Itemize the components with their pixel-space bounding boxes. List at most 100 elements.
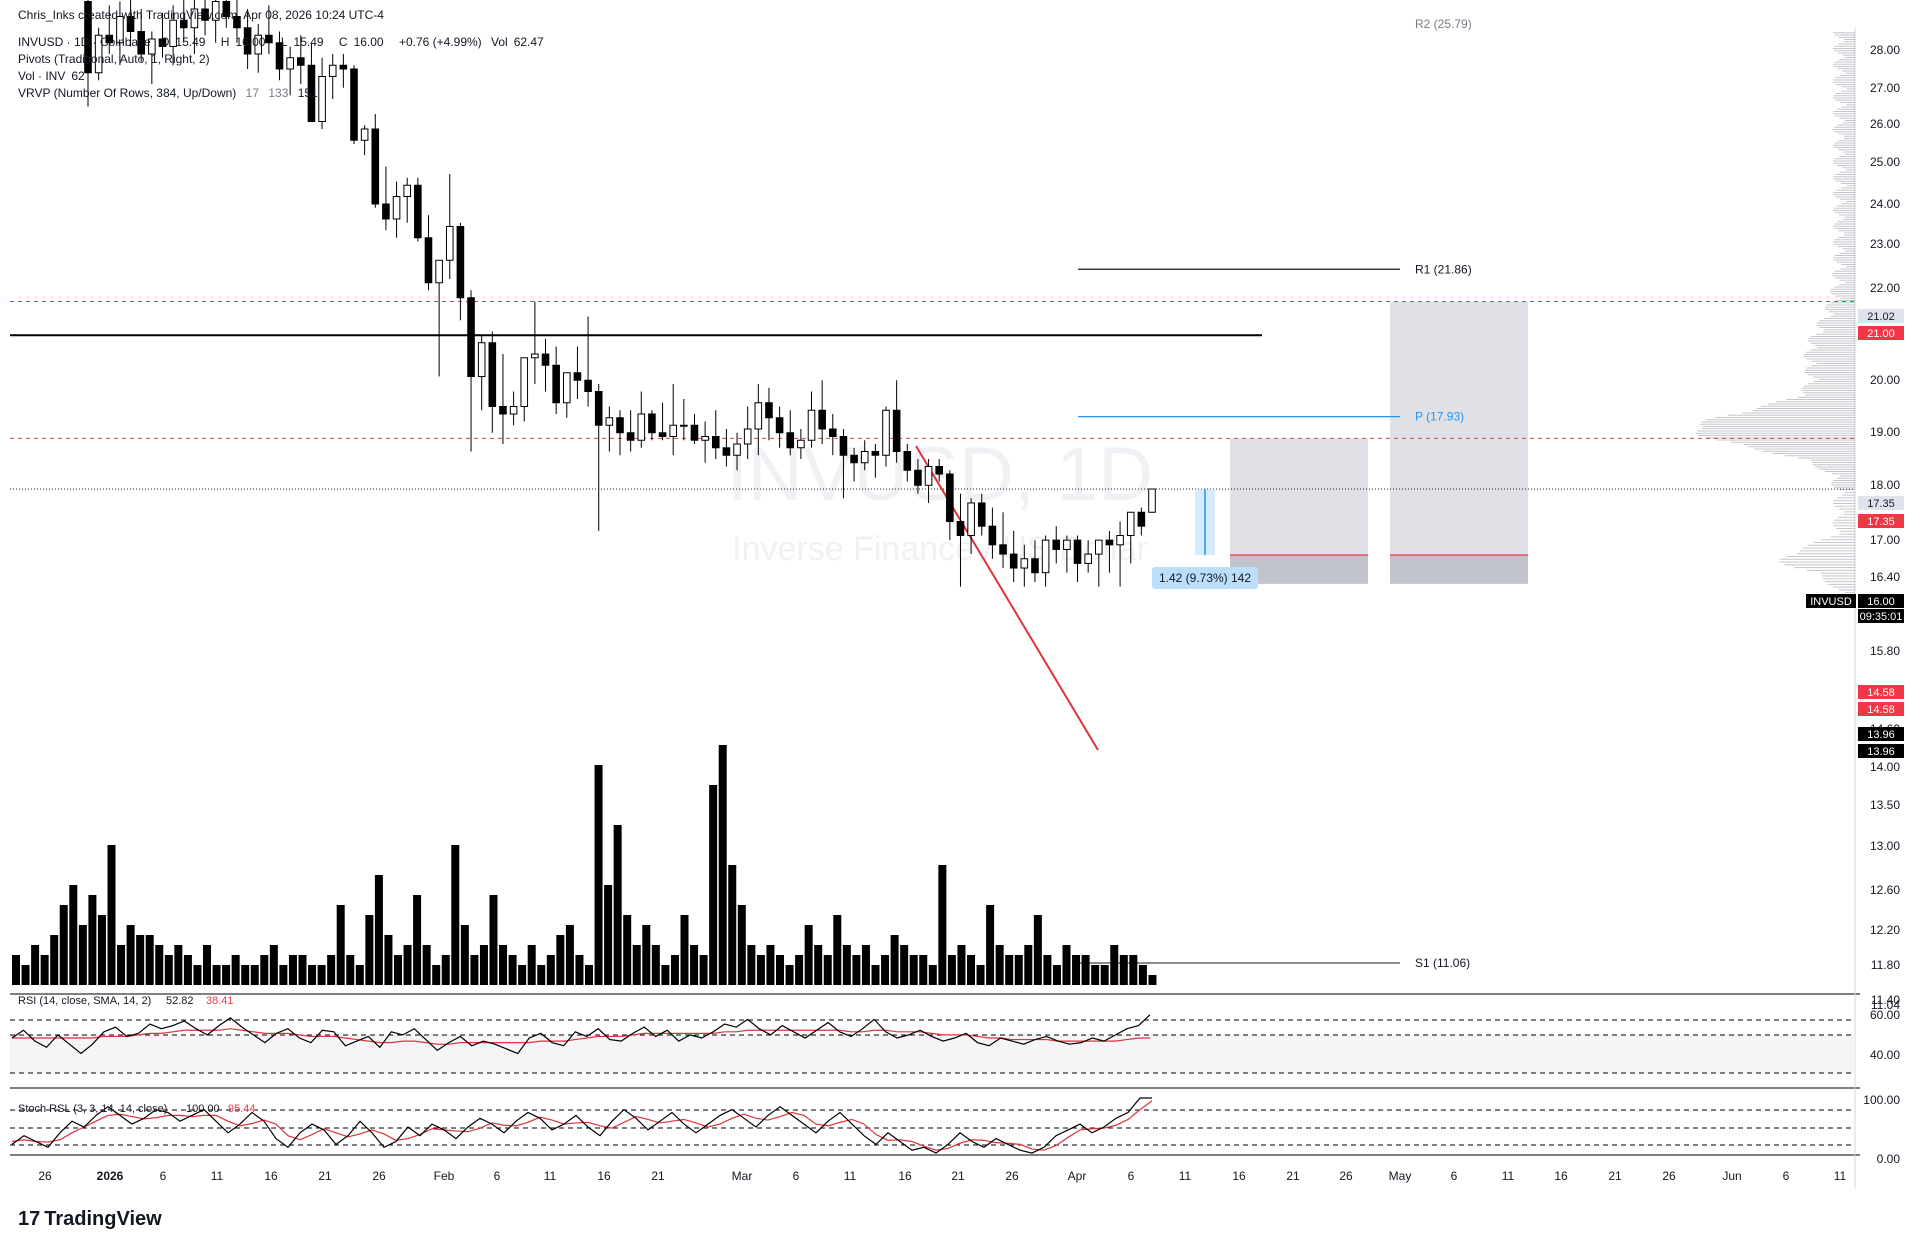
volume-bar — [183, 955, 192, 985]
volume-bar — [117, 945, 126, 985]
vrvp-bar — [1833, 144, 1855, 146]
vrvp-bar — [1842, 494, 1855, 496]
stoch-k-value: 100.00 — [186, 1103, 220, 1115]
vrvp-bar — [1835, 196, 1855, 198]
candle — [509, 406, 518, 415]
vrvp-bar — [1836, 300, 1855, 301]
vrvp-bar — [1816, 347, 1855, 349]
volume-bar — [336, 905, 345, 985]
vrvp-bar — [1798, 457, 1855, 459]
vrvp-bar — [1845, 169, 1855, 171]
vrvp-bar — [1786, 555, 1855, 557]
price-axis-tick: 18.00 — [1870, 478, 1900, 492]
vrvp-bar — [1834, 142, 1855, 144]
candle — [733, 443, 741, 456]
vrvp-bar — [1832, 275, 1855, 277]
pivot-label-R2: R2 (25.79) — [1415, 17, 1472, 31]
vrvp-bar — [1832, 473, 1855, 475]
volume-bar — [441, 955, 450, 985]
stoch-k-line — [11, 1097, 1152, 1154]
vrvp-bar — [1784, 564, 1855, 566]
indicator-volume[interactable]: Vol · INV 62 — [18, 69, 85, 83]
vrvp-bar — [1702, 428, 1855, 430]
ohlc-close: 16.00 — [353, 35, 384, 49]
vrvp-bar — [1820, 572, 1855, 574]
vrvp-bar — [1828, 583, 1855, 585]
time-axis-tick: 11 — [1834, 1169, 1847, 1183]
price-axis-tick: 11.04 — [1871, 998, 1900, 1012]
candle — [1031, 558, 1039, 574]
time-axis-tick: 11 — [1179, 1169, 1192, 1183]
vrvp-bar — [1797, 396, 1855, 398]
candle — [1105, 539, 1114, 546]
vrvp-bar — [1833, 500, 1855, 502]
volume-bar — [1005, 955, 1014, 985]
volume-bar — [900, 945, 909, 985]
time-axis-tick: 6 — [160, 1169, 167, 1183]
volume-bar — [594, 765, 603, 985]
vrvp-bar — [1845, 266, 1855, 268]
candle — [243, 27, 252, 55]
volume-bar — [947, 955, 956, 985]
vrvp-bar — [1832, 522, 1855, 524]
vrvp-bar — [1812, 464, 1855, 466]
vrvp-bar — [1846, 185, 1855, 187]
candle — [584, 379, 592, 392]
vrvp-bar — [1833, 259, 1855, 261]
vrvp-bar — [1819, 320, 1855, 322]
vrvp-bar — [1812, 376, 1855, 378]
candle — [743, 428, 752, 445]
vrvp-bar — [1810, 342, 1855, 344]
vrvp-bar — [1701, 421, 1855, 423]
vrvp-bar — [1835, 212, 1855, 214]
candle — [403, 184, 411, 197]
vrvp-bar — [1761, 405, 1855, 407]
rsi-ma-value: 38.41 — [206, 995, 234, 1007]
vrvp-bar — [1840, 171, 1855, 173]
price-tag — [1858, 727, 1904, 741]
vrvp-bar — [1838, 43, 1855, 45]
vrvp-bar — [1846, 88, 1855, 90]
candle — [850, 454, 858, 464]
price-tag — [1858, 744, 1904, 758]
vrvp-bar — [1834, 243, 1855, 245]
volume-bar — [136, 935, 145, 985]
credit-line: Chris_Inks created with TradingView.com,… — [18, 8, 384, 22]
vrvp-bar — [1840, 297, 1855, 299]
candle — [520, 357, 529, 407]
price-tag — [1858, 685, 1904, 699]
volume-bar — [852, 955, 861, 985]
vrvp-bar — [1845, 250, 1855, 252]
time-axis-tick: 16 — [264, 1169, 278, 1183]
vrvp-bar — [1839, 156, 1855, 157]
volume-bar — [279, 965, 288, 985]
candles — [84, 0, 1156, 587]
vrvp-bar — [1821, 575, 1855, 577]
time-axis-tick: 11 — [844, 1169, 857, 1183]
tradingview-logo: 17 TradingView — [18, 1208, 162, 1231]
time-axis-tick: 26 — [1339, 1169, 1353, 1183]
candle — [179, 19, 188, 29]
vrvp-bar — [1811, 360, 1855, 362]
time-axis-tick: 21 — [318, 1169, 332, 1183]
volume-bar — [479, 945, 488, 985]
vrvp-bar — [1831, 484, 1855, 486]
vrvp-bar — [1841, 187, 1855, 189]
time-axis-tick: 21 — [651, 1169, 665, 1183]
indicator-pivots[interactable]: Pivots (Traditional, Auto, 1, Right, 2) — [18, 52, 210, 66]
time-axis-tick: Apr — [1068, 1169, 1087, 1183]
time-axis-tick: 16 — [597, 1169, 611, 1183]
vrvp-bar — [1780, 558, 1855, 560]
time-axis-tick: 11 — [211, 1169, 224, 1183]
candle — [573, 372, 582, 381]
vrvp-bar — [1836, 108, 1855, 110]
candle — [818, 409, 826, 430]
vrvp-bar — [1834, 147, 1855, 148]
candle — [1052, 539, 1061, 550]
symbol-legend[interactable]: INVUSD · 1D · Coinbase O 15.49 H 16.00 L 15… — [18, 35, 544, 49]
price-axis-tick: 24.00 — [1870, 197, 1900, 211]
vrvp-bar — [1834, 45, 1855, 47]
indicator-vrvp[interactable]: VRVP (Number Of Rows, 384, Up/Down) 17 1… — [18, 86, 318, 100]
time-axis-tick: 6 — [793, 1169, 800, 1183]
